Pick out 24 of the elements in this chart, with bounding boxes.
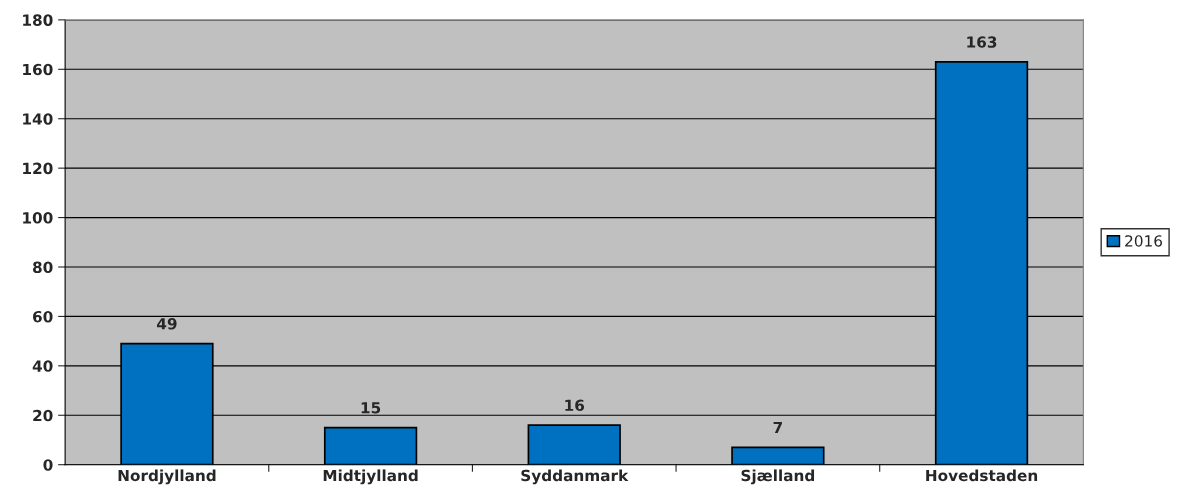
y-tick-label: 40 xyxy=(32,360,53,372)
y-tick-label: 100 xyxy=(23,212,53,224)
data-label: 49 xyxy=(157,317,177,330)
y-tick-label: 180 xyxy=(23,14,53,26)
data-label: 7 xyxy=(773,421,782,434)
legend-label: 2016 xyxy=(1125,235,1163,247)
bar xyxy=(323,426,418,465)
x-tick-label: Syddanmark xyxy=(521,469,629,485)
y-tick-label: 60 xyxy=(33,310,53,323)
x-tick-label: Nordjylland xyxy=(118,469,216,485)
data-label: 15 xyxy=(361,402,381,414)
y-tick-label: 0 xyxy=(43,459,53,471)
y-tick-label: 120 xyxy=(23,162,53,175)
x-tick-label: Midtjylland xyxy=(323,469,418,485)
y-tick-label: 80 xyxy=(32,261,53,274)
bar xyxy=(731,446,825,465)
bar xyxy=(527,424,621,465)
data-label: 16 xyxy=(565,399,585,412)
y-tick-label: 140 xyxy=(23,113,53,125)
x-tick-label: Sjælland xyxy=(741,469,815,485)
x-tick-label: Hovedstaden xyxy=(926,469,1038,482)
data-label: 163 xyxy=(967,36,997,48)
y-tick-label: 160 xyxy=(23,63,53,76)
y-tick-label: 20 xyxy=(33,409,53,422)
